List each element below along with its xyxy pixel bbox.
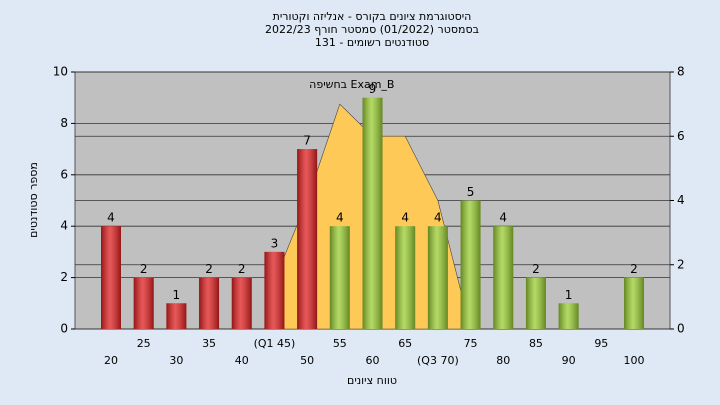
value-label: 4 — [336, 211, 344, 225]
value-label: 2 — [630, 262, 638, 276]
y-tick-label: 10 — [53, 65, 68, 79]
bar-shade — [264, 251, 285, 329]
bar-shade — [460, 200, 481, 329]
chart-title: בסמסטר (01/2022) סמסטר חורף 2022/23 — [265, 23, 479, 36]
value-label: 4 — [499, 211, 507, 225]
bar-shade — [493, 226, 514, 329]
x-tick-label: 35 — [202, 337, 216, 350]
bar-shade — [231, 277, 252, 329]
bar-shade — [329, 226, 350, 329]
x-tick-label: 90 — [562, 354, 576, 367]
value-label: 2 — [140, 262, 148, 276]
y-tick-label: 2 — [60, 270, 68, 284]
x-tick-label: 95 — [594, 337, 608, 350]
value-label: 7 — [303, 134, 311, 148]
y-tick-label: 8 — [60, 116, 68, 130]
y2-tick-label: 6 — [677, 129, 685, 143]
x-tick-label: 65 — [398, 337, 412, 350]
value-label: 9 — [369, 82, 377, 96]
y2-tick-label: 2 — [677, 257, 685, 271]
x-tick-label: 85 — [529, 337, 543, 350]
y-axis-label: מספר סטודנטים — [27, 162, 40, 238]
bar-shade — [395, 226, 416, 329]
x-tick-label: 40 — [235, 354, 249, 367]
value-label: 1 — [565, 288, 573, 302]
x-tick-label: 55 — [333, 337, 347, 350]
chart-title: סטודנטים רשומים - 131 — [315, 36, 429, 49]
bar-shade — [362, 97, 383, 329]
chart-title: היסטוגרמת ציונים בקורס - אנליזה וקטורית — [273, 10, 472, 23]
x-tick-label: 50 — [300, 354, 314, 367]
x-tick-label: (Q1 45) — [254, 337, 296, 350]
x-tick-label: (Q3 70) — [417, 354, 459, 367]
y2-tick-label: 0 — [677, 322, 685, 336]
x-tick-label: 25 — [137, 337, 151, 350]
bar-shade — [427, 226, 448, 329]
bar-shade — [525, 277, 546, 329]
value-label: 1 — [173, 288, 181, 302]
bar-shade — [558, 303, 579, 329]
value-label: 4 — [434, 211, 442, 225]
value-label: 5 — [467, 185, 475, 199]
value-label: 4 — [401, 211, 409, 225]
y-tick-label: 0 — [60, 322, 68, 336]
bar-shade — [166, 303, 187, 329]
value-label: 2 — [238, 262, 246, 276]
bar-shade — [624, 277, 644, 329]
bar-shade — [297, 149, 318, 329]
value-label: 2 — [205, 262, 213, 276]
x-tick-label: 100 — [624, 354, 645, 367]
value-label: 4 — [107, 211, 115, 225]
area-label: בחשיפה Exam_B — [309, 78, 394, 91]
value-label: 2 — [532, 262, 540, 276]
x-tick-label: 60 — [366, 354, 380, 367]
x-tick-label: 80 — [496, 354, 510, 367]
y2-tick-label: 8 — [677, 65, 685, 79]
x-tick-label: 75 — [464, 337, 478, 350]
bar-shade — [101, 226, 121, 329]
value-label: 3 — [271, 236, 279, 250]
x-tick-label: 20 — [104, 354, 118, 367]
x-tick-label: 30 — [169, 354, 183, 367]
x-axis-label: טווח ציונים — [347, 374, 397, 387]
bar-shade — [199, 277, 220, 329]
y2-tick-label: 4 — [677, 193, 685, 207]
y-tick-label: 6 — [60, 167, 68, 181]
y-tick-label: 4 — [60, 219, 68, 233]
bar-shade — [133, 277, 154, 329]
